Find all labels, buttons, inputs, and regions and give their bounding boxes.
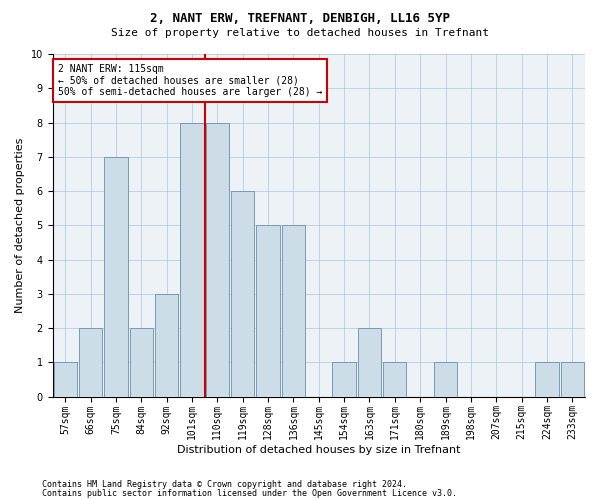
Bar — [79, 328, 102, 396]
Text: Size of property relative to detached houses in Trefnant: Size of property relative to detached ho… — [111, 28, 489, 38]
X-axis label: Distribution of detached houses by size in Trefnant: Distribution of detached houses by size … — [177, 445, 461, 455]
Bar — [434, 362, 457, 396]
Bar — [560, 362, 584, 396]
Bar — [231, 191, 254, 396]
Bar — [104, 157, 128, 396]
Bar — [332, 362, 356, 396]
Text: 2 NANT ERW: 115sqm
← 50% of detached houses are smaller (28)
50% of semi-detache: 2 NANT ERW: 115sqm ← 50% of detached hou… — [58, 64, 322, 98]
Bar — [535, 362, 559, 396]
Bar — [181, 122, 203, 396]
Text: Contains HM Land Registry data © Crown copyright and database right 2024.: Contains HM Land Registry data © Crown c… — [42, 480, 407, 489]
Bar — [53, 362, 77, 396]
Bar — [383, 362, 406, 396]
Bar — [358, 328, 381, 396]
Text: Contains public sector information licensed under the Open Government Licence v3: Contains public sector information licen… — [42, 489, 457, 498]
Bar — [256, 226, 280, 396]
Bar — [155, 294, 178, 396]
Bar — [282, 226, 305, 396]
Bar — [130, 328, 153, 396]
Y-axis label: Number of detached properties: Number of detached properties — [15, 138, 25, 313]
Text: 2, NANT ERW, TREFNANT, DENBIGH, LL16 5YP: 2, NANT ERW, TREFNANT, DENBIGH, LL16 5YP — [150, 12, 450, 26]
Bar — [206, 122, 229, 396]
